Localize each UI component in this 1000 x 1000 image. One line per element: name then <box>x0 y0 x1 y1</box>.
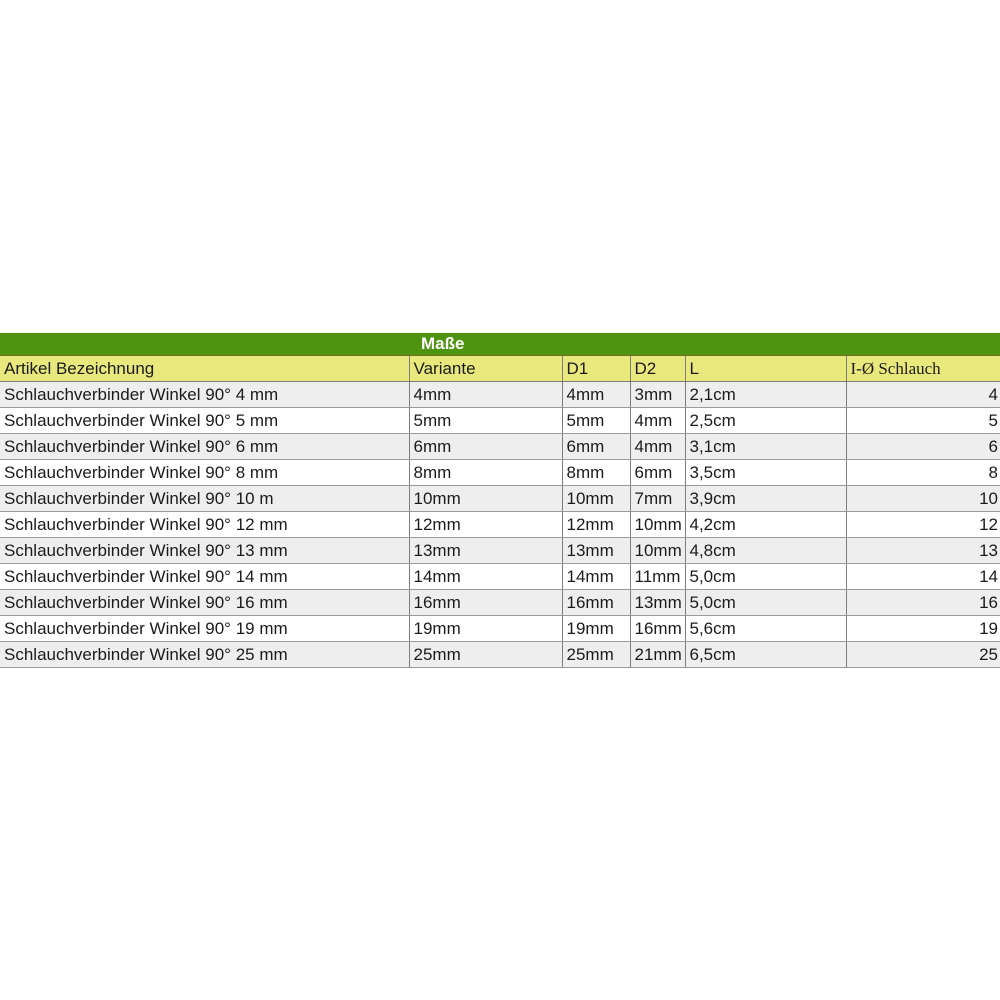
cell-hose: 13 <box>845 537 1000 564</box>
cell-l: 2,1cm <box>684 381 846 408</box>
cell-hose: 5 <box>845 407 1000 434</box>
table-row: Schlauchverbinder Winkel 90° 5 mm 5mm 5mm 4… <box>0 407 1000 434</box>
table-row: Schlauchverbinder Winkel 90° 8 mm 8mm 8mm 6… <box>0 459 1000 486</box>
cell-hose: 8 <box>845 459 1000 486</box>
cell-d1: 13mm <box>561 537 630 564</box>
cell-d2: 3mm <box>629 381 685 408</box>
cell-name: Schlauchverbinder Winkel 90° 4 mm <box>0 381 409 408</box>
column-header-variant[interactable]: Variante <box>408 355 562 382</box>
cell-name: Schlauchverbinder Winkel 90° 25 mm <box>0 641 409 667</box>
cell-variant: 14mm <box>408 563 562 590</box>
cell-d1: 14mm <box>561 563 630 590</box>
cell-name: Schlauchverbinder Winkel 90° 10 m <box>0 485 409 512</box>
cell-l: 5,6cm <box>684 615 846 642</box>
cell-l: 4,2cm <box>684 511 846 538</box>
cell-d1: 4mm <box>561 381 630 408</box>
cell-l: 6,5cm <box>684 641 846 667</box>
table-row: Schlauchverbinder Winkel 90° 10 m 10mm 10m… <box>0 485 1000 512</box>
table-row: Schlauchverbinder Winkel 90° 13 mm 13mm 13… <box>0 537 1000 564</box>
cell-d2: 7mm <box>629 485 685 512</box>
table-row: Schlauchverbinder Winkel 90° 6 mm 6mm 6mm 4… <box>0 433 1000 460</box>
cell-name: Schlauchverbinder Winkel 90° 12 mm <box>0 511 409 538</box>
table-row: Schlauchverbinder Winkel 90° 19 mm 19mm 19… <box>0 615 1000 642</box>
cell-d1: 12mm <box>561 511 630 538</box>
cell-d1: 19mm <box>561 615 630 642</box>
cell-d2: 6mm <box>629 459 685 486</box>
cell-l: 3,1cm <box>684 433 846 460</box>
cell-variant: 6mm <box>408 433 562 460</box>
cell-d1: 8mm <box>561 459 630 486</box>
cell-d2: 16mm <box>629 615 685 642</box>
cell-l: 5,0cm <box>684 563 846 590</box>
cell-name: Schlauchverbinder Winkel 90° 16 mm <box>0 589 409 616</box>
cell-variant: 8mm <box>408 459 562 486</box>
cell-l: 4,8cm <box>684 537 846 564</box>
cell-name: Schlauchverbinder Winkel 90° 5 mm <box>0 407 409 434</box>
cell-d1: 25mm <box>561 641 630 667</box>
cell-variant: 13mm <box>408 537 562 564</box>
table-row: Schlauchverbinder Winkel 90° 4 mm 4mm 4mm 3… <box>0 381 1000 408</box>
cell-variant: 16mm <box>408 589 562 616</box>
spec-table-container: Maße Artikel Bezeichnung Variante D1 D2 L I-Ø… <box>0 333 1000 668</box>
table-row: Schlauchverbinder Winkel 90° 25 mm 25mm 25… <box>0 641 1000 667</box>
column-header-name[interactable]: Artikel Bezeichnung <box>0 355 409 382</box>
dimensions-table: Maße Artikel Bezeichnung Variante D1 D2 L I-Ø… <box>0 333 1000 667</box>
cell-d2: 21mm <box>629 641 685 667</box>
cell-variant: 19mm <box>408 615 562 642</box>
table-row: Schlauchverbinder Winkel 90° 14 mm 14mm 14… <box>0 563 1000 590</box>
cell-hose: 6 <box>845 433 1000 460</box>
cell-d2: 4mm <box>629 433 685 460</box>
cell-hose: 10 <box>845 485 1000 512</box>
cell-d2: 11mm <box>629 563 685 590</box>
band-title: Maße <box>409 333 1000 356</box>
cell-d2: 10mm <box>629 537 685 564</box>
cell-variant: 25mm <box>408 641 562 667</box>
cell-d1: 10mm <box>561 485 630 512</box>
cell-d1: 6mm <box>561 433 630 460</box>
cell-d2: 10mm <box>629 511 685 538</box>
cell-name: Schlauchverbinder Winkel 90° 19 mm <box>0 615 409 642</box>
table-row: Schlauchverbinder Winkel 90° 16 mm 16mm 16… <box>0 589 1000 616</box>
cell-name: Schlauchverbinder Winkel 90° 13 mm <box>0 537 409 564</box>
cell-l: 3,5cm <box>684 459 846 486</box>
cell-variant: 10mm <box>408 485 562 512</box>
cell-hose: 12 <box>845 511 1000 538</box>
cell-d1: 16mm <box>561 589 630 616</box>
cell-hose: 14 <box>845 563 1000 590</box>
cell-hose: 19 <box>845 615 1000 642</box>
cell-variant: 12mm <box>408 511 562 538</box>
cell-d1: 5mm <box>561 407 630 434</box>
cell-hose: 25 <box>845 641 1000 667</box>
cell-hose: 4 <box>845 381 1000 408</box>
cell-d2: 13mm <box>629 589 685 616</box>
cell-l: 3,9cm <box>684 485 846 512</box>
table-bottom-rule <box>0 667 1000 668</box>
cell-variant: 5mm <box>408 407 562 434</box>
table-row: Schlauchverbinder Winkel 90° 12 mm 12mm 12… <box>0 511 1000 538</box>
cell-hose: 16 <box>845 589 1000 616</box>
cell-d2: 4mm <box>629 407 685 434</box>
cell-name: Schlauchverbinder Winkel 90° 8 mm <box>0 459 409 486</box>
band-spacer-cell <box>0 333 409 356</box>
column-header-hose[interactable]: I-Ø Schlauch <box>845 355 1000 382</box>
table-band-row: Maße <box>0 333 1000 356</box>
table-header-row: Artikel Bezeichnung Variante D1 D2 L I-Ø Schl… <box>0 355 1000 382</box>
cell-name: Schlauchverbinder Winkel 90° 6 mm <box>0 433 409 460</box>
cell-l: 2,5cm <box>684 407 846 434</box>
cell-l: 5,0cm <box>684 589 846 616</box>
cell-variant: 4mm <box>408 381 562 408</box>
table-head: Maße Artikel Bezeichnung Variante D1 D2 L I-Ø… <box>0 333 1000 382</box>
column-header-d2[interactable]: D2 <box>629 355 685 382</box>
table-body: Schlauchverbinder Winkel 90° 4 mm 4mm 4mm 3… <box>0 381 1000 667</box>
cell-name: Schlauchverbinder Winkel 90° 14 mm <box>0 563 409 590</box>
column-header-d1[interactable]: D1 <box>561 355 630 382</box>
column-header-l[interactable]: L <box>684 355 846 382</box>
